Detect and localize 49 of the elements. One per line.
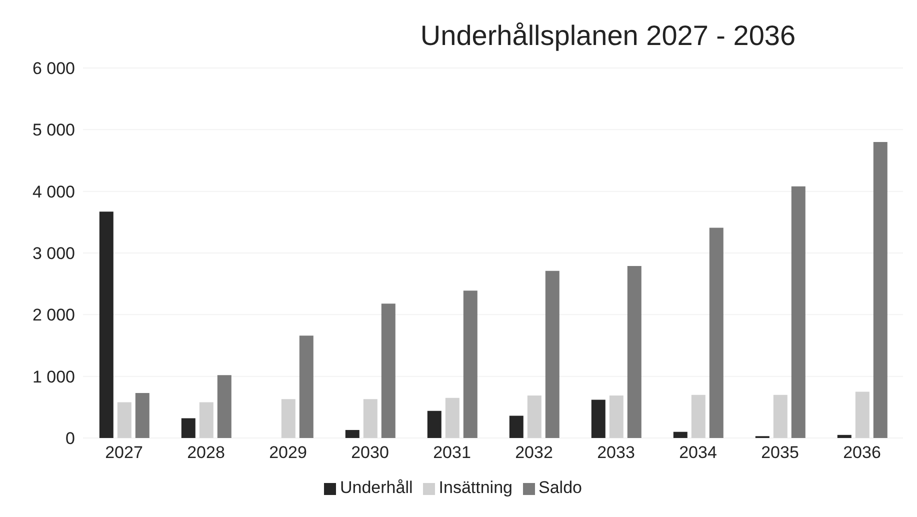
x-tick-label: 2032	[515, 443, 553, 462]
x-tick-label: 2027	[105, 443, 143, 462]
x-tick-label: 2034	[679, 443, 717, 462]
bar	[363, 399, 378, 438]
legend-label: Insättning	[438, 478, 512, 497]
bar	[527, 395, 542, 438]
bar	[117, 402, 132, 438]
bar	[627, 266, 642, 438]
chart-title: Underhållsplanen 2027 - 2036	[419, 20, 797, 52]
bar	[181, 418, 196, 438]
bar	[609, 395, 624, 438]
bar	[463, 290, 478, 438]
bar	[99, 212, 114, 438]
x-tick-label: 2030	[351, 443, 389, 462]
y-tick-label: 3 000	[32, 244, 75, 264]
bar	[281, 399, 296, 438]
y-tick-label: 4 000	[32, 182, 75, 202]
legend-label: Saldo	[538, 478, 582, 497]
y-tick-label: 6 000	[32, 59, 75, 78]
bar	[509, 416, 524, 438]
x-tick-label: 2033	[597, 443, 635, 462]
bar	[673, 432, 688, 438]
bar	[135, 392, 150, 438]
x-tick-label: 2028	[187, 443, 225, 462]
bar	[591, 400, 606, 438]
bar	[837, 434, 852, 438]
bar	[545, 270, 560, 438]
bar	[691, 394, 706, 438]
bar	[855, 392, 870, 438]
y-tick-label: 0	[66, 429, 75, 448]
y-tick-label: 5 000	[32, 120, 75, 140]
x-tick-label: 2029	[269, 443, 307, 462]
y-tick-label: 1 000	[32, 367, 75, 386]
bar	[773, 394, 788, 438]
bar	[199, 402, 214, 438]
bar	[791, 186, 806, 438]
bar	[709, 228, 724, 438]
x-tick-label: 2035	[761, 443, 799, 462]
bar	[445, 398, 460, 438]
y-tick-label: 2 000	[32, 306, 75, 325]
bar	[427, 410, 442, 438]
bar	[381, 304, 396, 438]
bar	[345, 430, 360, 438]
bar	[873, 142, 888, 438]
bar	[299, 336, 314, 438]
legend-label: Underhåll	[340, 478, 413, 497]
x-tick-label: 2031	[433, 443, 471, 462]
bar	[217, 375, 232, 438]
x-tick-label: 2036	[843, 443, 881, 462]
